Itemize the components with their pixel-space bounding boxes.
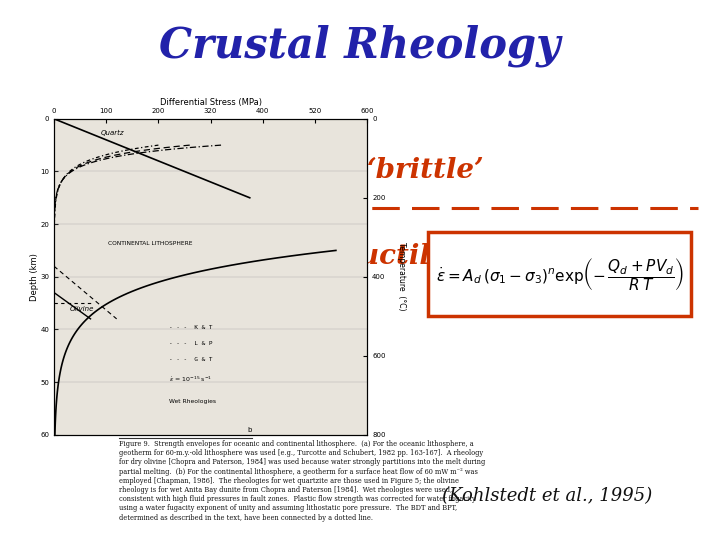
Text: CONTINENTAL LITHOSPHERE: CONTINENTAL LITHOSPHERE: [108, 241, 193, 246]
X-axis label: Differential Stress (MPa): Differential Stress (MPa): [160, 98, 261, 107]
Text: (Kohlstedt et al., 1995): (Kohlstedt et al., 1995): [442, 487, 652, 505]
Text: - · -  G & T: - · - G & T: [168, 357, 212, 362]
Text: Quartz: Quartz: [101, 130, 125, 136]
Y-axis label: Temperature  (°C): Temperature (°C): [397, 242, 405, 311]
Text: Figure 9.  Strength envelopes for oceanic and continental lithosphere.  (a) For : Figure 9. Strength envelopes for oceanic…: [119, 440, 485, 522]
Text: $\dot{\varepsilon}$ = 10$^{-15}$ s$^{-1}$: $\dot{\varepsilon}$ = 10$^{-15}$ s$^{-1}…: [168, 375, 212, 384]
Text: ‘brittle’: ‘brittle’: [367, 157, 485, 184]
Text: b: b: [247, 427, 251, 433]
Text: Olivine: Olivine: [70, 306, 94, 312]
Bar: [428, 232, 691, 316]
Text: - · -  K & T: - · - K & T: [168, 326, 212, 330]
Text: ‘ductile’: ‘ductile’: [331, 243, 459, 270]
Text: $\dot{\epsilon} = A_d\,(\sigma_1 - \sigma_3)^n \exp\!\left(-\,\dfrac{Q_d + PV_d}: $\dot{\epsilon} = A_d\,(\sigma_1 - \sigm…: [436, 255, 684, 293]
Y-axis label: Depth (km): Depth (km): [30, 253, 39, 301]
Text: - - -  L & P: - - - L & P: [168, 341, 212, 346]
Text: Wet Rheologies: Wet Rheologies: [168, 399, 216, 404]
Text: Crustal Rheology: Crustal Rheology: [159, 25, 561, 67]
